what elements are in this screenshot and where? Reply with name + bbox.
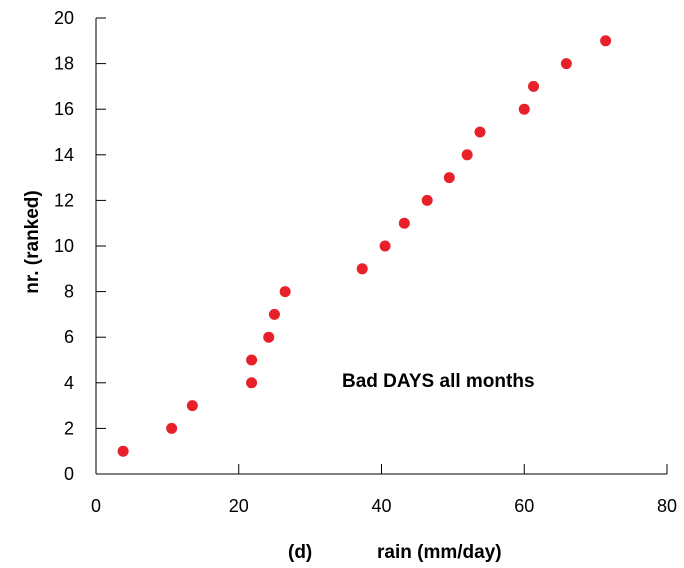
data-point (166, 422, 178, 434)
data-point (246, 354, 258, 366)
data-point (268, 308, 280, 320)
data-point (263, 331, 275, 343)
y-tick-label: 2 (64, 418, 74, 438)
data-point (186, 400, 198, 412)
data-points (117, 35, 612, 457)
data-point (421, 194, 433, 206)
data-point (528, 80, 540, 92)
data-point (560, 58, 572, 70)
y-tick-label: 20 (54, 8, 74, 28)
y-tick-label: 0 (64, 464, 74, 484)
panel-label: (d) (288, 542, 312, 563)
y-tick-label: 16 (54, 99, 74, 119)
x-tick-label: 40 (371, 496, 391, 516)
data-point (398, 217, 410, 229)
data-point (356, 263, 368, 275)
x-tick-label: 60 (514, 496, 534, 516)
data-point (443, 172, 455, 184)
chart-annotation: Bad DAYS all months (342, 371, 535, 392)
y-tick-label: 8 (64, 282, 74, 302)
y-tick-label: 4 (64, 373, 74, 393)
data-point (474, 126, 486, 138)
x-tick-label: 80 (657, 496, 677, 516)
y-tick-label: 10 (54, 236, 74, 256)
y-tick-label: 14 (54, 145, 74, 165)
y-tick-label: 6 (64, 327, 74, 347)
data-point (246, 377, 258, 389)
x-tick-label: 20 (229, 496, 249, 516)
x-ticks: 0 20 40 60 80 (91, 464, 677, 516)
data-point (379, 240, 391, 252)
data-point (518, 103, 530, 115)
data-point (279, 286, 291, 298)
x-tick-label: 0 (91, 496, 101, 516)
y-axis-title: nr. (ranked) (22, 190, 43, 293)
data-point (117, 445, 129, 457)
data-point (600, 35, 612, 47)
y-tick-label: 18 (54, 54, 74, 74)
x-axis-title: rain (mm/day) (377, 542, 502, 563)
data-point (461, 149, 473, 161)
y-ticks: 0 2 4 6 8 10 12 14 16 18 20 (54, 8, 106, 484)
y-tick-label: 12 (54, 190, 74, 210)
